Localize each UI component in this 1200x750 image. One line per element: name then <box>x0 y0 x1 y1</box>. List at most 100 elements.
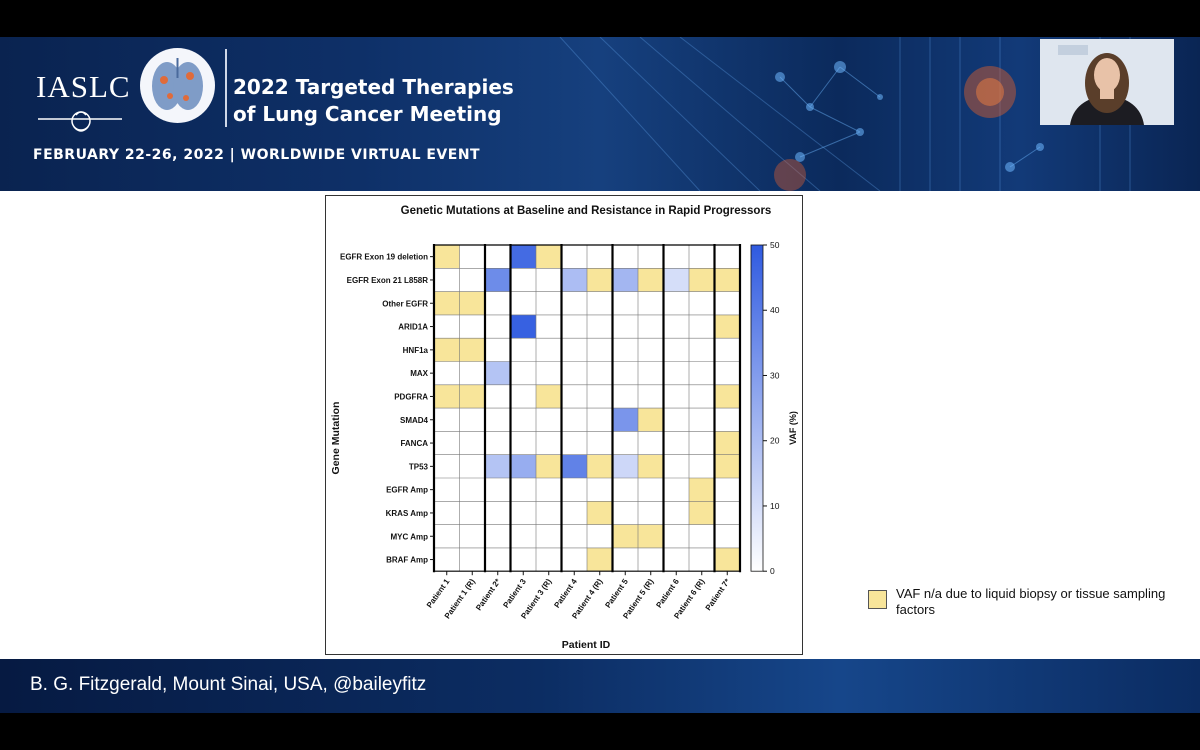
heatmap-cell <box>638 268 664 292</box>
heatmap-cell <box>587 478 613 502</box>
heatmap-cell <box>587 384 613 409</box>
na-legend-swatch <box>868 590 887 609</box>
heatmap-cell <box>689 478 715 502</box>
heatmap-cell <box>561 245 587 269</box>
heatmap-cell <box>434 361 460 385</box>
heatmap-cell <box>536 384 562 409</box>
heatmap-cell <box>485 454 511 478</box>
heatmap-cell <box>689 454 715 478</box>
heatmap-cell <box>510 408 536 432</box>
heatmap-cell <box>663 408 689 432</box>
heatmap-cell <box>612 268 638 292</box>
heatmap-cell <box>714 291 740 315</box>
heatmap-cell <box>459 547 485 572</box>
meeting-title-line2: of Lung Cancer Meeting <box>233 102 502 126</box>
heatmap-cell <box>663 361 689 385</box>
heatmap-cell <box>663 384 689 409</box>
heatmap-cell <box>714 454 740 478</box>
heatmap-cell <box>612 384 638 409</box>
heatmap-cell <box>689 431 715 455</box>
colorbar-tick-label: 50 <box>770 240 780 250</box>
heatmap-cell <box>714 431 740 455</box>
banner-divider <box>225 49 227 127</box>
heatmap-cell <box>689 338 715 362</box>
heatmap-cell <box>536 314 562 339</box>
heatmap-cell <box>459 268 485 292</box>
heatmap-cell <box>638 454 664 478</box>
heatmap-cell <box>485 314 511 339</box>
banner-background-art <box>559 37 1131 191</box>
heatmap-cell <box>689 268 715 292</box>
heatmap-cell <box>536 501 562 525</box>
heatmap-cell <box>689 291 715 315</box>
heatmap-cell <box>459 478 485 502</box>
heatmap-cell <box>587 314 613 339</box>
heatmap-cell <box>459 501 485 525</box>
heatmap-cell <box>587 524 613 548</box>
heatmap-cell <box>612 338 638 362</box>
heatmap-cell <box>689 384 715 409</box>
heatmap-cell <box>485 501 511 525</box>
colorbar-tick-label: 30 <box>770 370 780 380</box>
heatmap-cell <box>638 245 664 269</box>
heatmap-cell <box>510 245 536 269</box>
heatmap-cell <box>561 478 587 502</box>
colorbar-tick-label: 40 <box>770 305 780 315</box>
heatmap-cell <box>485 408 511 432</box>
heatmap-cell <box>612 478 638 502</box>
row-label: ARID1A <box>398 323 428 332</box>
heatmap-cell <box>510 291 536 315</box>
heatmap-cell <box>434 384 460 409</box>
heatmap-cell <box>714 501 740 525</box>
heatmap-cell <box>689 408 715 432</box>
heatmap-cell <box>434 291 460 315</box>
column-label: Patient 3 <box>501 577 528 610</box>
heatmap-cell <box>663 524 689 548</box>
heatmap-cell <box>663 291 689 315</box>
colorbar-gradient <box>750 244 764 572</box>
heatmap-cell <box>434 454 460 478</box>
presenter-webcam <box>1040 39 1174 125</box>
heatmap-cell <box>689 361 715 385</box>
heatmap-cell <box>536 338 562 362</box>
heatmap-cell <box>612 408 638 432</box>
row-label: Other EGFR <box>382 299 428 308</box>
footer-banner: B. G. Fitzgerald, Mount Sinai, USA, @bai… <box>0 659 1200 713</box>
heatmap-cell <box>689 547 715 572</box>
heatmap-cell <box>434 524 460 548</box>
heatmap-cell <box>434 245 460 269</box>
heatmap-chart-panel: Genetic Mutations at Baseline and Resist… <box>325 195 803 655</box>
heatmap-cell <box>663 478 689 502</box>
row-label: HNF1a <box>403 346 429 355</box>
heatmap-cell <box>510 338 536 362</box>
heatmap-cell <box>638 408 664 432</box>
row-label: EGFR Exon 21 L858R <box>347 276 429 285</box>
heatmap-cell <box>485 547 511 572</box>
row-label: FANCA <box>400 439 428 448</box>
heatmap-cell <box>459 361 485 385</box>
heatmap-cell <box>612 291 638 315</box>
heatmap-cell <box>434 268 460 292</box>
heatmap-cell <box>587 431 613 455</box>
heatmap-cell <box>536 268 562 292</box>
slide-content: Genetic Mutations at Baseline and Resist… <box>0 191 1200 659</box>
heatmap-cell <box>459 314 485 339</box>
top-letterbox <box>0 0 1200 37</box>
row-label: EGFR Amp <box>386 486 428 495</box>
heatmap-cell <box>434 501 460 525</box>
heatmap-cell <box>587 408 613 432</box>
heatmap-cell <box>663 547 689 572</box>
row-label: EGFR Exon 19 deletion <box>340 253 428 262</box>
heatmap-cell <box>612 361 638 385</box>
row-label: SMAD4 <box>400 416 429 425</box>
heatmap-chart: Genetic Mutations at Baseline and Resist… <box>330 205 798 651</box>
heatmap-cell <box>612 245 638 269</box>
heatmap-cell <box>561 338 587 362</box>
heatmap-cell <box>485 268 511 292</box>
heatmap-cell <box>510 384 536 409</box>
heatmap-cell <box>434 547 460 572</box>
meeting-title-line1: 2022 Targeted Therapies <box>233 75 514 99</box>
heatmap-cell <box>561 524 587 548</box>
heatmap-cell <box>536 478 562 502</box>
